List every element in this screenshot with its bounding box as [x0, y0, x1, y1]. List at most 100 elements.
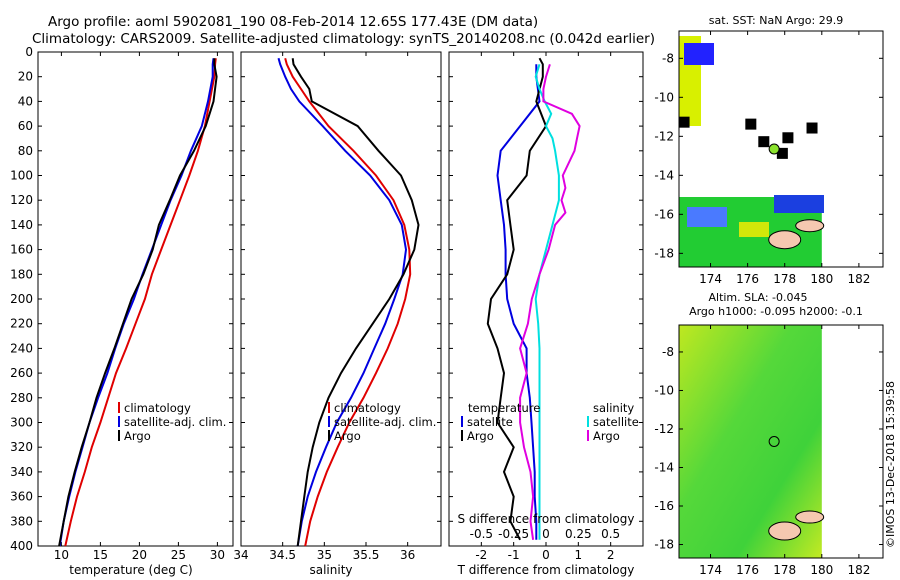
- legend-label-t-argo: Argo: [467, 429, 494, 443]
- island-viti-levu: [768, 230, 802, 250]
- sla-map: -8 -10 -12 -14 -16 -18 174 176 178 180 182: [654, 324, 884, 577]
- y-tick-label: 300: [10, 416, 33, 430]
- axes-frame: [37, 51, 234, 547]
- difference-xlabel-top: S difference from climatology: [458, 512, 635, 526]
- legend-header-temperature: temperature: [468, 401, 540, 415]
- lon-tick-label: 178: [773, 272, 796, 286]
- lon-tick-label: 180: [810, 272, 833, 286]
- x-tick-label: 30: [210, 548, 225, 562]
- lon-tick-label: 182: [847, 272, 870, 286]
- y-tick-label: 220: [10, 317, 33, 331]
- map-frame: [678, 324, 884, 559]
- sst-nodata-cell: [678, 116, 690, 128]
- sla-map-title-2: Argo h1000: -0.095 h2000: -0.1: [689, 305, 863, 318]
- y-tick-label: 280: [10, 391, 33, 405]
- lat-tick-label: -14: [654, 460, 674, 474]
- y-tick-label: 0: [25, 45, 33, 59]
- island-viti-levu: [768, 521, 802, 541]
- x-tick-label: 36: [400, 548, 415, 562]
- difference-xlabel: T difference from climatology: [457, 563, 635, 577]
- lat-tick-label: -10: [654, 383, 674, 397]
- lon-tick-label: 174: [699, 272, 722, 286]
- y-tick-label: 240: [10, 341, 33, 355]
- temperature-satellite-line: [58, 58, 215, 547]
- x-tick-label-top: -0.25: [498, 527, 529, 541]
- y-tick-label: 180: [10, 267, 33, 281]
- lon-tick-label: 176: [736, 563, 759, 577]
- legend-label-t-satellite: satellite: [467, 415, 513, 429]
- legend-label-s-satellite: satellite: [593, 415, 639, 429]
- x-tick-label: -2: [475, 548, 487, 562]
- salinity-panel: 34 34.5 35 35.5 36: [233, 51, 442, 562]
- sst-nodata-cell: [776, 147, 788, 159]
- lon-tick-label: 176: [736, 272, 759, 286]
- legend-label-argo: Argo: [334, 429, 361, 443]
- y-tick-label: 260: [10, 366, 33, 380]
- x-tick-label: 35.5: [353, 548, 380, 562]
- x-tick-label-top: 0: [542, 527, 550, 541]
- difference-legend: temperature salinity satellite Argo sate…: [461, 401, 639, 443]
- legend-label-argo: Argo: [124, 429, 151, 443]
- lat-tick-label: -14: [654, 168, 674, 182]
- lat-tick-label: -12: [654, 422, 674, 436]
- difference-sal_diff_mag-line: [519, 63, 581, 540]
- salinity-argo-line: [291, 58, 420, 547]
- x-tick-label: 35: [317, 548, 332, 562]
- legend-label-satellite: satellite-adj. clim.: [124, 415, 226, 429]
- sst-nodata-cell: [745, 118, 757, 130]
- argo-float-marker: [768, 436, 780, 447]
- temperature-climatology-line: [64, 58, 217, 547]
- y-tick-label: 160: [10, 243, 33, 257]
- lon-tick-label: 182: [847, 563, 870, 577]
- island-vanua-levu: [795, 219, 825, 233]
- y-tick-label: 200: [10, 292, 33, 306]
- sst-patch-north-blue: [684, 43, 714, 65]
- salinity-legend: climatology satellite-adj. clim. Argo: [328, 401, 436, 443]
- sst-map-title: sat. SST: NaN Argo: 29.9: [709, 14, 843, 27]
- y-tick-label: 380: [10, 514, 33, 528]
- x-tick-label: 15: [93, 548, 108, 562]
- difference-satellite-line: [496, 64, 541, 540]
- temperature-argo-line: [58, 58, 218, 547]
- island-vanua-levu: [795, 510, 825, 524]
- x-tick-label: 2: [607, 548, 615, 562]
- sst-nodata-cell: [758, 136, 770, 148]
- legend-label-s-argo: Argo: [593, 429, 620, 443]
- temperature-legend: climatology satellite-adj. clim. Argo: [118, 401, 226, 443]
- temperature-panel: 0 20 40 60 80 100 120 140 160 180 200 220 240 260 280 3…: [10, 45, 234, 562]
- y-tick-label: 340: [10, 465, 33, 479]
- sla-map-title-1: Altim. SLA: -0.045: [708, 291, 807, 304]
- lat-tick-label: -18: [654, 538, 674, 552]
- legend-label-climatology: climatology: [124, 401, 191, 415]
- map-frame: [678, 30, 884, 268]
- x-tick-label: 34.5: [269, 548, 296, 562]
- sst-patch-blue: [687, 207, 727, 227]
- salinity-climatology-line: [284, 57, 412, 547]
- legend-label-satellite: satellite-adj. clim.: [334, 415, 436, 429]
- y-tick-label: 320: [10, 440, 33, 454]
- y-tick-label: 360: [10, 490, 33, 504]
- lat-tick-label: -16: [654, 499, 674, 513]
- y-tick-label: 40: [18, 94, 33, 108]
- x-tick-label-top: 0.25: [565, 527, 592, 541]
- x-tick-label: 10: [54, 548, 69, 562]
- lon-tick-label: 178: [773, 563, 796, 577]
- lat-tick-label: -8: [662, 51, 674, 65]
- lat-tick-label: -10: [654, 90, 674, 104]
- lon-tick-label: 174: [699, 563, 722, 577]
- difference-argo-line: [486, 57, 548, 541]
- y-tick-label: 60: [18, 119, 33, 133]
- sst-nodata-cell: [806, 122, 818, 134]
- x-tick-label: 1: [575, 548, 583, 562]
- difference-panel: -2 -1 0 1 2 -0.5 -0.25 0 0.25 0.5: [448, 51, 644, 562]
- temperature-xlabel: temperature (deg C): [69, 563, 192, 577]
- legend-label-climatology: climatology: [334, 401, 401, 415]
- y-tick-label: 400: [10, 539, 33, 553]
- lon-tick-label: 180: [810, 563, 833, 577]
- axes-frame: [240, 51, 442, 547]
- x-tick-label: 20: [132, 548, 147, 562]
- x-tick-label: -1: [508, 548, 520, 562]
- y-tick-label: 120: [10, 193, 33, 207]
- sst-nodata-cell: [782, 132, 794, 144]
